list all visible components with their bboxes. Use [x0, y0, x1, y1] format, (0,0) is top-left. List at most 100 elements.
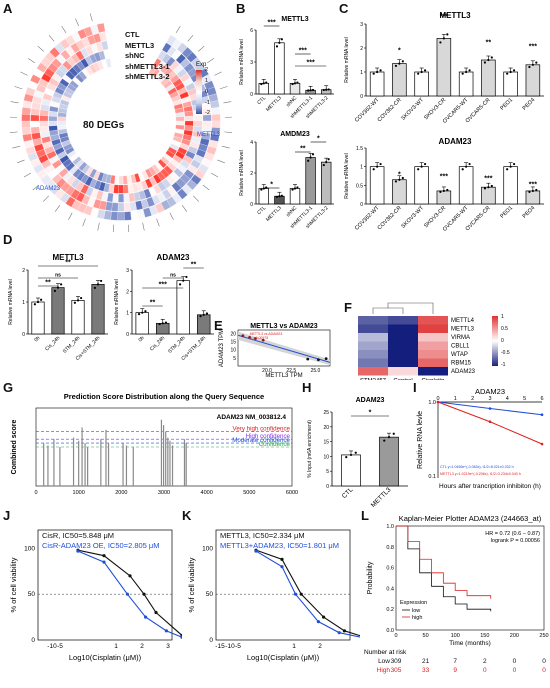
- gene-label-stub: [223, 101, 232, 104]
- score-bar: [81, 427, 83, 486]
- data-point: [280, 194, 283, 197]
- score-bar: [100, 439, 102, 486]
- annotation: p = 0.00975: [250, 336, 269, 340]
- heatmap-cell: [57, 116, 67, 122]
- x-tick-label: -10: [225, 643, 235, 650]
- significance-mark: ***: [529, 182, 537, 189]
- category-label: METTL3: [265, 95, 283, 113]
- chart-title: ADAM23: [475, 387, 505, 396]
- x-tick-label: 200: [510, 633, 519, 639]
- row-label: METTL4: [451, 318, 475, 324]
- heatmap-cell: [184, 115, 194, 122]
- heatmap-cell: [418, 333, 448, 342]
- data-point: [33, 303, 36, 306]
- scatter-point: [261, 338, 265, 342]
- heatmap-cell: [388, 333, 418, 342]
- ring-legend-item: CTL: [125, 30, 140, 39]
- y-tick-label: 15: [230, 339, 236, 345]
- risk-value: 305: [391, 667, 402, 674]
- panel-label-h: H: [302, 380, 312, 395]
- dose-curve: [77, 550, 182, 638]
- data-point: [345, 455, 348, 459]
- data-point: [102, 560, 106, 564]
- significance-mark: ***: [159, 282, 167, 289]
- heatmap-cell: [21, 120, 31, 129]
- significance-mark: *: [317, 136, 320, 143]
- data-point: [506, 72, 509, 75]
- data-point: [468, 69, 471, 72]
- colorbar-tick: -0.5: [501, 350, 510, 356]
- plot-frame: [215, 529, 351, 641]
- data-point: [325, 88, 328, 91]
- row-label: WTAP: [451, 352, 468, 358]
- decay-chart-i: ADAM23 0 1 2 3 4 5 6 1.0 0.1 CTL y=1.0456e^(-0.083…: [417, 387, 544, 490]
- significance-mark: ***: [484, 176, 492, 183]
- score-bar: [72, 437, 75, 486]
- category-label: CTL: [256, 95, 267, 106]
- gene-label-stub: [10, 101, 19, 104]
- category-label: COV362-CR: [377, 205, 403, 231]
- y-axis-label: Combined score: [11, 419, 18, 474]
- data-point: [420, 70, 423, 74]
- chart-title: METTL3 vs ADAM23: [250, 323, 318, 330]
- gene-label-stub: [48, 35, 55, 42]
- risk-value: 2: [483, 658, 487, 665]
- y-tick-label: 1.0: [386, 524, 394, 530]
- data-point: [398, 62, 401, 65]
- y-tick-label: 100: [24, 545, 35, 552]
- data-point: [199, 315, 202, 318]
- y-tick-label: 0.5: [356, 183, 363, 189]
- x-tick-label: 2000: [115, 490, 127, 496]
- data-point: [154, 610, 158, 615]
- heatmap-cell: [57, 120, 67, 126]
- category-label: SKOV3-WT: [400, 97, 425, 122]
- significance-mark: ***: [268, 20, 276, 27]
- data-point: [265, 81, 268, 84]
- gene-label-stub: [224, 131, 232, 133]
- data-point: [144, 310, 147, 313]
- data-point: [468, 162, 471, 166]
- y-axis-label: Relative mRNA level: [239, 150, 245, 196]
- risk-value: 21: [422, 658, 430, 665]
- data-point: [442, 189, 445, 193]
- gene-label-stub: [202, 184, 210, 191]
- y-tick-label: 0.0: [386, 628, 394, 634]
- data-point: [483, 187, 487, 190]
- y-tick-label: 50: [206, 591, 214, 598]
- score-bar: [125, 445, 128, 486]
- y-axis-label: Relative mRNA level: [344, 37, 350, 83]
- x-tick-label: 2: [318, 643, 322, 650]
- data-point: [260, 82, 263, 86]
- y-tick-label: 0.6: [386, 566, 394, 572]
- colorbar-tick: 1: [205, 78, 209, 84]
- risk-value: 9: [453, 667, 457, 674]
- scatter-point: [306, 357, 310, 361]
- bar: [258, 188, 269, 205]
- data-point: [278, 195, 281, 198]
- y-tick-label: 0.8: [386, 545, 394, 551]
- x-tick-label: 250: [539, 633, 548, 639]
- data-point: [202, 313, 205, 316]
- y-tick-label: 6: [250, 28, 253, 34]
- gene-label-stub: [127, 224, 130, 232]
- significance-mark: *: [270, 182, 273, 189]
- risk-value: 0: [483, 667, 487, 674]
- heatmap-cell: [418, 316, 448, 325]
- data-point: [439, 41, 442, 44]
- score-bar: [43, 443, 45, 486]
- data-point: [417, 72, 420, 75]
- bar-chart-h: ADAM23 0 5 10 15 20 25 % Input (m6A enrichment)…: [307, 397, 408, 508]
- data-point: [461, 72, 464, 75]
- dose-curve: [255, 550, 360, 638]
- data-point: [311, 88, 315, 92]
- y-tick-label: 3: [250, 60, 253, 66]
- x-tick-label: 0: [34, 490, 37, 496]
- heatmap-cell: [112, 193, 119, 203]
- data-point: [349, 453, 353, 457]
- scatter-point: [316, 358, 320, 362]
- x-tick-label: 150: [480, 633, 489, 639]
- y-tick-label: 0: [31, 637, 35, 644]
- data-point: [509, 165, 512, 168]
- x-tick-label: 22.5: [286, 368, 296, 374]
